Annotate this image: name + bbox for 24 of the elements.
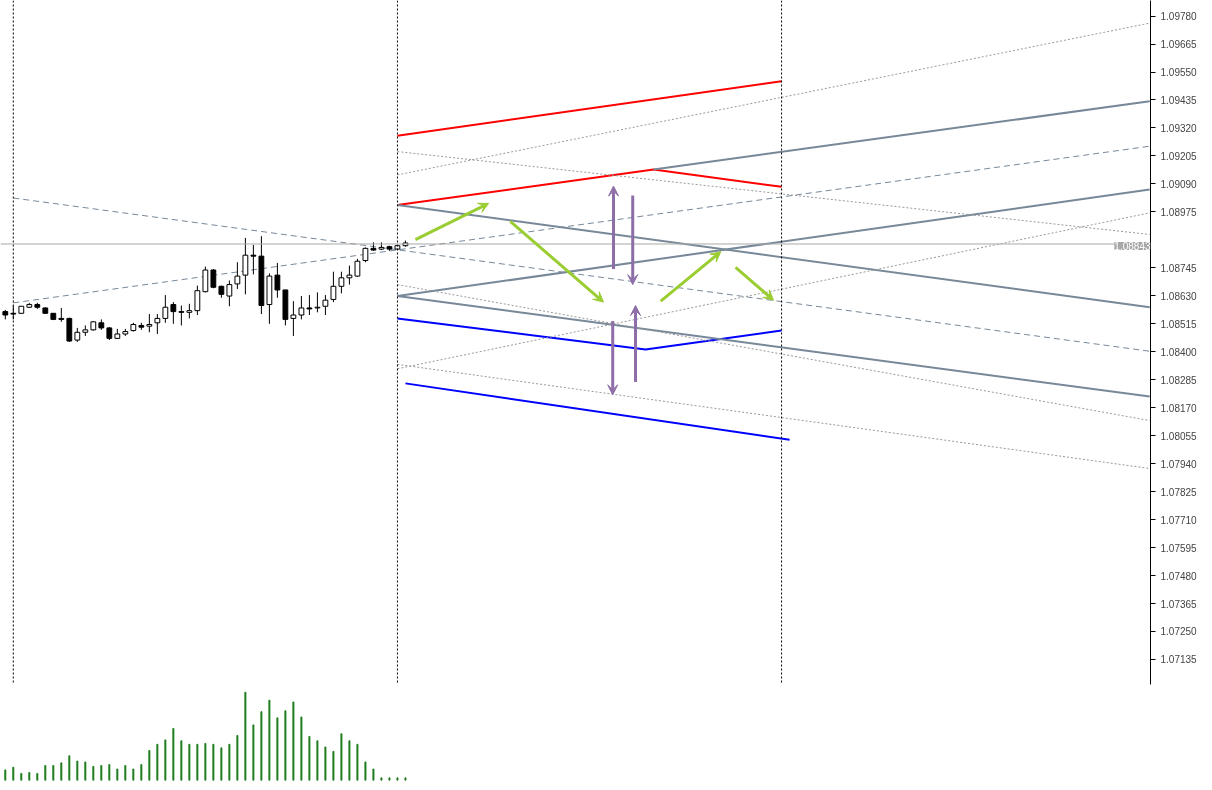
y-tick-label: 1.09320 — [1160, 122, 1198, 134]
y-tick-label: 1.08975 — [1160, 206, 1198, 218]
y-tick-label: 1.07480 — [1160, 570, 1198, 582]
y-tick-label: 1.09435 — [1160, 94, 1198, 106]
y-tick-label: 1.09550 — [1160, 67, 1198, 79]
y-tick-label: 1.08055 — [1160, 430, 1198, 442]
y-tick-label: 1.07365 — [1160, 598, 1198, 610]
y-tick-label: 1.08515 — [1160, 318, 1198, 330]
y-tick-label: 1.07250 — [1160, 626, 1198, 638]
y-tick-label: 1.08170 — [1160, 402, 1198, 414]
y-tick-label: 1.09665 — [1160, 39, 1198, 51]
y-tick-label: 1.07940 — [1160, 458, 1198, 470]
y-tick-label: 1.08400 — [1160, 346, 1198, 358]
y-tick-label: 1.07710 — [1160, 514, 1198, 526]
y-tick-label: 1.08285 — [1160, 374, 1198, 386]
y-tick-label: 1.07825 — [1160, 486, 1198, 498]
y-tick-label: 1.07595 — [1160, 542, 1198, 554]
y-tick-label: 1.09780 — [1160, 11, 1198, 23]
y-tick-label: 1.07135 — [1160, 654, 1198, 666]
y-tick-label: 1.08745 — [1160, 262, 1198, 274]
y-tick-label: 1.09090 — [1160, 178, 1198, 190]
y-tick-label: 1.09205 — [1160, 150, 1198, 162]
ref-line-label: 1.08843 — [1114, 240, 1151, 252]
y-tick-label: 1.08630 — [1160, 290, 1198, 302]
